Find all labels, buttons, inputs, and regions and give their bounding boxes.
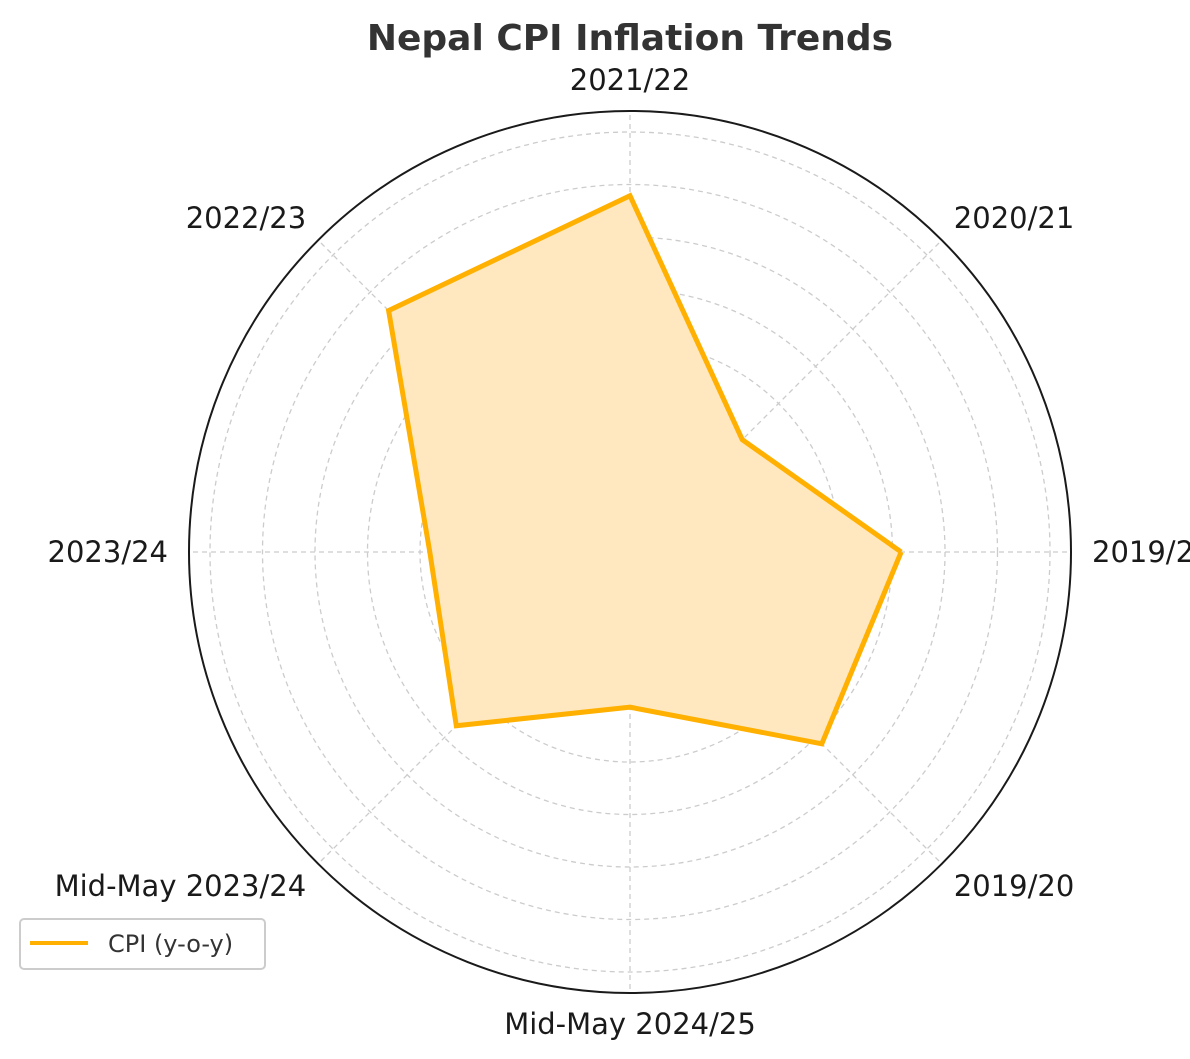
category-label: 2023/24 <box>48 535 168 569</box>
category-label: Mid-May 2023/24 <box>55 869 307 903</box>
grid-circle <box>209 131 1051 973</box>
category-label: Mid-May 2024/25 <box>504 1007 756 1041</box>
polar-frame <box>188 110 1072 994</box>
axis-labels: 2019/20 2020/21 2021/22 2022/23 2023/24 Mid-M… <box>48 63 1190 1041</box>
series-area <box>388 195 902 744</box>
category-label: 2021/22 <box>570 63 690 97</box>
grid-circle <box>261 183 999 921</box>
series-line <box>385 192 904 747</box>
legend-label: CPI (y-o-y) <box>108 930 233 958</box>
category-label: 2019/20 <box>1092 535 1190 569</box>
category-label: 2022/23 <box>186 201 306 235</box>
chart-title: Nepal CPI Inflation Trends <box>367 18 893 59</box>
legend-box <box>19 918 266 970</box>
legend: CPI (y-o-y) <box>19 918 266 970</box>
category-label: 2019/20 <box>954 869 1074 903</box>
category-label: 2020/21 <box>954 201 1074 235</box>
data-layer <box>385 192 904 747</box>
